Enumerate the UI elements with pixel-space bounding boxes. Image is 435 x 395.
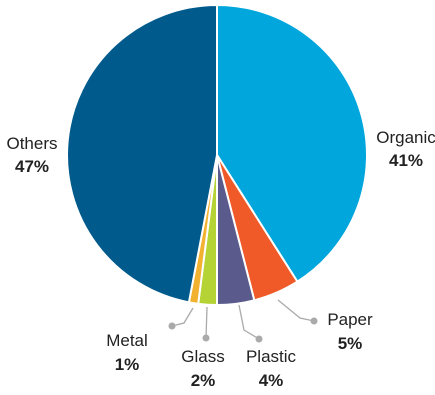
slice-percent-organic: 41% bbox=[389, 151, 423, 170]
leader-dot-plastic bbox=[255, 335, 263, 343]
leader-dot-metal bbox=[168, 322, 176, 330]
slice-label-glass: Glass bbox=[181, 347, 224, 366]
slice-labels: Organic 41% Paper 5% Plastic 4% Glass 2% Metal 1%… bbox=[6, 128, 435, 390]
slice-percent-plastic: 4% bbox=[259, 371, 284, 390]
slice-label-paper: Paper bbox=[327, 310, 373, 329]
leader-dot-glass bbox=[202, 334, 210, 342]
pie-slice-others bbox=[66, 4, 218, 304]
leader-line-paper bbox=[277, 299, 315, 322]
leader-dot-paper bbox=[310, 317, 318, 325]
pie-slices bbox=[66, 4, 368, 307]
slice-percent-paper: 5% bbox=[338, 334, 363, 353]
slice-percent-metal: 1% bbox=[115, 355, 140, 374]
slice-label-plastic: Plastic bbox=[246, 347, 297, 366]
slice-percent-others: 47% bbox=[15, 157, 49, 176]
slice-percent-glass: 2% bbox=[191, 371, 216, 390]
slice-label-metal: Metal bbox=[106, 331, 148, 350]
slice-label-others: Others bbox=[6, 134, 57, 153]
leader-line-metal bbox=[171, 307, 194, 327]
leader-line-plastic bbox=[238, 304, 260, 340]
leader-line-glass bbox=[205, 306, 208, 339]
slice-label-organic: Organic bbox=[376, 128, 435, 147]
leader-lines bbox=[168, 299, 318, 343]
